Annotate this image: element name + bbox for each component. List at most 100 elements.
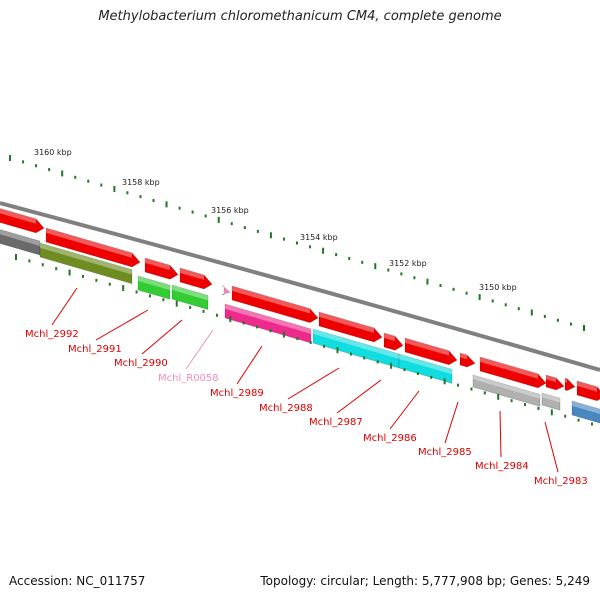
strand-tick bbox=[497, 393, 500, 400]
strand-tick bbox=[550, 409, 553, 416]
leader-line bbox=[336, 379, 382, 414]
page-title: Methylobacterium chloromethanicum CM4, c… bbox=[98, 9, 502, 24]
gene-label[interactable]: Mchl_2989 bbox=[210, 388, 264, 399]
leader-line bbox=[499, 410, 502, 458]
gene-feature-reverse-highlight bbox=[0, 229, 40, 246]
ruler-ticks bbox=[9, 155, 585, 331]
gene-label[interactable]: Mchl_2985 bbox=[418, 447, 472, 458]
ruler-tick bbox=[87, 179, 90, 183]
ruler-tick bbox=[61, 170, 64, 177]
ruler-tick bbox=[504, 303, 507, 307]
strand-tick bbox=[148, 294, 151, 298]
gene-feature-forward[interactable] bbox=[318, 311, 383, 343]
ruler-tick bbox=[230, 222, 233, 226]
ruler-label: 3160 kbp bbox=[34, 148, 72, 157]
strand-tick bbox=[202, 309, 205, 313]
ruler-tick bbox=[374, 263, 377, 270]
gene-label[interactable]: Mchl_R0058 bbox=[158, 373, 219, 384]
leader-line bbox=[236, 345, 263, 385]
gene-feature-forward[interactable] bbox=[459, 352, 476, 368]
gene-feature-reverse[interactable] bbox=[571, 400, 600, 425]
strand-tick bbox=[256, 325, 259, 329]
gene-feature-forward-highlight bbox=[480, 357, 538, 379]
leader-line bbox=[141, 319, 183, 355]
ruler-label: 3156 kbp bbox=[211, 206, 249, 215]
ruler-tick bbox=[296, 241, 298, 245]
gene-feature-reverse-highlight bbox=[542, 393, 560, 403]
gene-feature-forward[interactable] bbox=[576, 380, 600, 402]
ruler-tick bbox=[517, 307, 520, 311]
gene-feature-rna[interactable] bbox=[220, 285, 231, 296]
ruler-tick bbox=[335, 253, 338, 257]
ruler-tick bbox=[556, 318, 559, 322]
gene-feature-forward-highlight bbox=[460, 353, 467, 360]
strand-tick bbox=[577, 418, 580, 422]
strand-tick bbox=[376, 360, 379, 364]
ruler-tick bbox=[269, 232, 272, 239]
gene-label[interactable]: Mchl_2991 bbox=[68, 344, 122, 355]
gene-feature-forward[interactable] bbox=[479, 356, 547, 389]
ruler-tick bbox=[413, 276, 416, 280]
strand-tick bbox=[41, 263, 44, 267]
gene-label[interactable]: Mchl_2988 bbox=[259, 403, 313, 414]
strand-tick bbox=[457, 383, 460, 387]
gene-feature-reverse-highlight bbox=[313, 329, 399, 359]
ruler-tick bbox=[530, 309, 533, 316]
strand-tick bbox=[108, 282, 111, 286]
ruler-tick bbox=[126, 191, 129, 195]
ruler-tick bbox=[35, 164, 38, 168]
strand-tick bbox=[363, 356, 366, 360]
gene-feature-forward[interactable] bbox=[404, 337, 458, 366]
gene-feature-reverse[interactable] bbox=[541, 392, 561, 411]
strand-tick bbox=[483, 391, 486, 395]
strand-tick bbox=[470, 387, 473, 391]
gene-feature-forward-highlight bbox=[405, 338, 449, 356]
gene-feature-reverse-highlight bbox=[225, 304, 311, 334]
gene-feature-forward[interactable] bbox=[383, 332, 404, 351]
gene-feature-forward-highlight bbox=[565, 378, 567, 383]
gene-label[interactable]: Mchl_2986 bbox=[363, 433, 417, 444]
leader-line bbox=[389, 390, 420, 430]
gene-feature-reverse-highlight bbox=[473, 375, 540, 399]
strand-tick bbox=[349, 352, 352, 356]
strand-tick bbox=[229, 316, 232, 323]
gene-feature-forward[interactable] bbox=[45, 227, 141, 268]
ruler-label: 3150 kbp bbox=[479, 283, 517, 292]
ruler-tick bbox=[543, 314, 546, 318]
leader-line bbox=[544, 421, 559, 473]
gene-feature-forward-highlight bbox=[577, 381, 597, 392]
gene-feature-forward[interactable] bbox=[231, 285, 319, 323]
gene-feature-reverse-highlight bbox=[399, 354, 452, 375]
genome-summary-text: Topology: circular; Length: 5,777,908 bp… bbox=[260, 574, 590, 588]
strand-tick bbox=[537, 406, 540, 410]
ruler-tick bbox=[9, 155, 11, 161]
leader-line bbox=[444, 401, 459, 444]
strand-tick bbox=[591, 422, 593, 426]
gene-feature-forward[interactable] bbox=[564, 377, 576, 391]
strand-tick bbox=[95, 278, 98, 282]
ruler-tick bbox=[178, 206, 181, 210]
ruler-tick bbox=[426, 278, 429, 285]
gene-feature-forward-highlight bbox=[46, 228, 132, 258]
gene-feature-forward[interactable] bbox=[0, 207, 45, 234]
gene-feature-forward[interactable] bbox=[545, 374, 565, 391]
gene-feature-reverse[interactable] bbox=[137, 275, 171, 300]
ruler-tick bbox=[387, 268, 390, 272]
gene-feature-reverse[interactable] bbox=[398, 353, 453, 384]
strand-tick bbox=[189, 305, 192, 309]
gene-feature-forward-highlight bbox=[546, 375, 556, 383]
gene-feature-reverse[interactable] bbox=[171, 284, 209, 310]
gene-feature-forward[interactable] bbox=[179, 267, 213, 290]
ruler-tick bbox=[569, 322, 572, 326]
gene-feature-forward[interactable] bbox=[144, 257, 179, 280]
gene-label[interactable]: Mchl_2987 bbox=[309, 417, 363, 428]
gene-feature-reverse[interactable] bbox=[39, 242, 133, 285]
gene-feature-reverse[interactable] bbox=[472, 374, 541, 407]
gene-label[interactable]: Mchl_2992 bbox=[25, 329, 79, 340]
gene-label[interactable]: Mchl_2984 bbox=[475, 461, 529, 472]
strand-tick bbox=[269, 329, 272, 333]
leader-line bbox=[51, 287, 78, 326]
gene-label[interactable]: Mchl_2983 bbox=[534, 476, 588, 487]
gene-label[interactable]: Mchl_2990 bbox=[114, 358, 168, 369]
gene-labels: Mchl_2992 Mchl_2991 Mchl_2990 Mchl_R0058… bbox=[25, 329, 588, 487]
